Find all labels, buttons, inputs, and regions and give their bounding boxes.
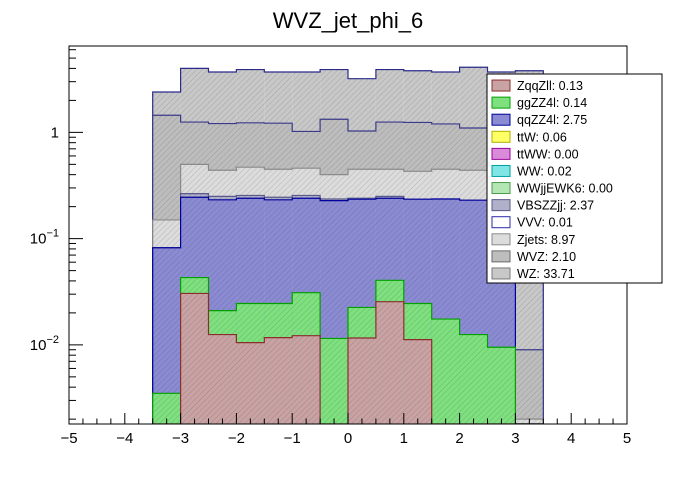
legend-swatch (491, 233, 511, 246)
x-axis: −5 −4 −3 −2 −1 0 1 2 3 4 5 (60, 413, 631, 447)
bar-hatch-zqqzll-5 (292, 335, 321, 424)
x-tick-label: −4 (116, 430, 133, 447)
y-tick-label: 10−2 (30, 334, 59, 354)
bar-hatch-zqqzll-1 (180, 293, 209, 424)
legend-swatch (491, 164, 511, 177)
legend-label: WWjjEWK6: 0.00 (517, 182, 613, 196)
legend-label: VVV: 0.01 (517, 216, 573, 230)
x-tick-label: −2 (228, 430, 245, 447)
legend-label: ZqqZll: 0.13 (517, 79, 583, 93)
legend-label: WZ: 33.71 (517, 267, 575, 281)
legend-swatch (491, 216, 511, 229)
legend-swatch (491, 147, 511, 160)
bar-hatch-zqqzll-7 (348, 338, 376, 424)
legend-label: VBSZZjj: 2.37 (517, 199, 594, 213)
legend-swatch (491, 182, 511, 195)
legend-label: WW: 0.02 (517, 164, 572, 178)
legend-label: qqZZ4l: 2.75 (517, 113, 587, 127)
x-tick-label: −5 (60, 430, 77, 447)
chart-title: WVZ_jet_phi_6 (273, 8, 423, 33)
bar-hatch-zqqzll-2 (208, 334, 237, 424)
legend: ZqqZll: 0.13 ggZZ4l: 0.14 qqZZ4l: 2.75 ttW:… (486, 73, 663, 284)
x-tick-label: 0 (344, 430, 352, 447)
legend-swatch (491, 79, 511, 92)
legend-box (486, 73, 663, 284)
x-tick-label: 1 (400, 430, 408, 447)
legend-label: WVZ: 2.10 (517, 250, 576, 264)
y-axis: 10−2 10−1 1 (30, 49, 83, 420)
y-tick-label: 1 (51, 124, 59, 141)
bar-hatch-zqqzll-8 (375, 301, 404, 424)
bar-hatch-ggzz4l-12 (487, 347, 516, 424)
legend-swatch (491, 250, 511, 263)
bar-hatch-ggzz4l-10 (431, 319, 460, 424)
legend-label: ttW: 0.06 (517, 130, 567, 144)
bar-hatch-zqqzll-4 (264, 337, 293, 424)
bar-hatch-wvz-13 (515, 349, 544, 424)
x-tick-label: 3 (511, 430, 519, 447)
legend-swatch (491, 199, 511, 212)
legend-label: ttWW: 0.00 (517, 147, 579, 161)
legend-swatch (491, 130, 511, 143)
y-tick-label: 10−1 (30, 228, 59, 248)
x-tick-label: 2 (455, 430, 463, 447)
bar-hatch-ggzz4l-11 (459, 334, 488, 424)
bar-hatch-zqqzll-9 (403, 339, 432, 424)
legend-label: ggZZ4l: 0.14 (517, 96, 587, 110)
legend-swatch (491, 96, 511, 109)
x-tick-label: −1 (284, 430, 301, 447)
series-outline-zqqzll (152, 292, 544, 424)
series-outline-wz (152, 66, 544, 424)
x-tick-label: −3 (172, 430, 189, 447)
legend-label: Zjets: 8.97 (517, 233, 575, 247)
bar-hatch-zqqzll-3 (236, 342, 265, 424)
x-tick-label: 5 (623, 430, 631, 447)
series-outline-qqzz4l (152, 196, 544, 424)
x-tick-label: 4 (567, 430, 575, 447)
legend-swatch (491, 113, 511, 126)
histogram-stack (152, 66, 544, 424)
bar-hatch-ggzz4l-6 (320, 338, 348, 424)
legend-swatch (491, 267, 511, 280)
